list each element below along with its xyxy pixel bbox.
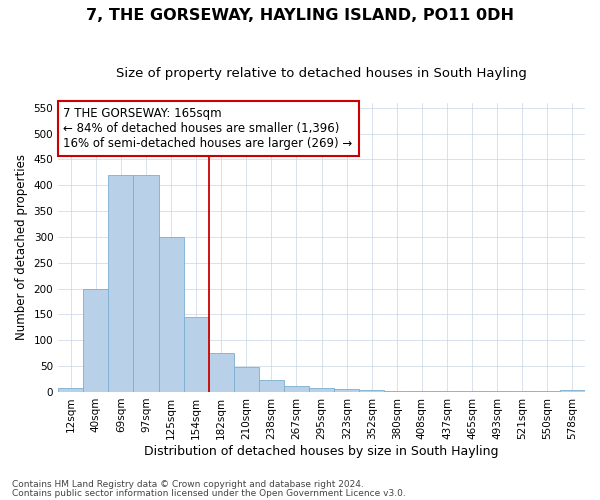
Bar: [334, 390, 359, 392]
Text: Contains public sector information licensed under the Open Government Licence v3: Contains public sector information licen…: [12, 488, 406, 498]
X-axis label: Distribution of detached houses by size in South Hayling: Distribution of detached houses by size …: [145, 444, 499, 458]
Text: 7, THE GORSEWAY, HAYLING ISLAND, PO11 0DH: 7, THE GORSEWAY, HAYLING ISLAND, PO11 0D…: [86, 8, 514, 22]
Text: Contains HM Land Registry data © Crown copyright and database right 2024.: Contains HM Land Registry data © Crown c…: [12, 480, 364, 489]
Bar: [234, 367, 259, 392]
Text: 7 THE GORSEWAY: 165sqm
← 84% of detached houses are smaller (1,396)
16% of semi-: 7 THE GORSEWAY: 165sqm ← 84% of detached…: [64, 107, 353, 150]
Bar: [284, 386, 309, 392]
Bar: [259, 380, 284, 392]
Bar: [309, 388, 334, 392]
Bar: [58, 388, 83, 392]
Bar: [109, 175, 133, 392]
Bar: [184, 317, 209, 392]
Title: Size of property relative to detached houses in South Hayling: Size of property relative to detached ho…: [116, 68, 527, 80]
Bar: [133, 175, 158, 392]
Bar: [560, 390, 585, 392]
Bar: [83, 288, 109, 392]
Bar: [359, 390, 385, 392]
Y-axis label: Number of detached properties: Number of detached properties: [15, 154, 28, 340]
Bar: [158, 237, 184, 392]
Bar: [209, 353, 234, 392]
